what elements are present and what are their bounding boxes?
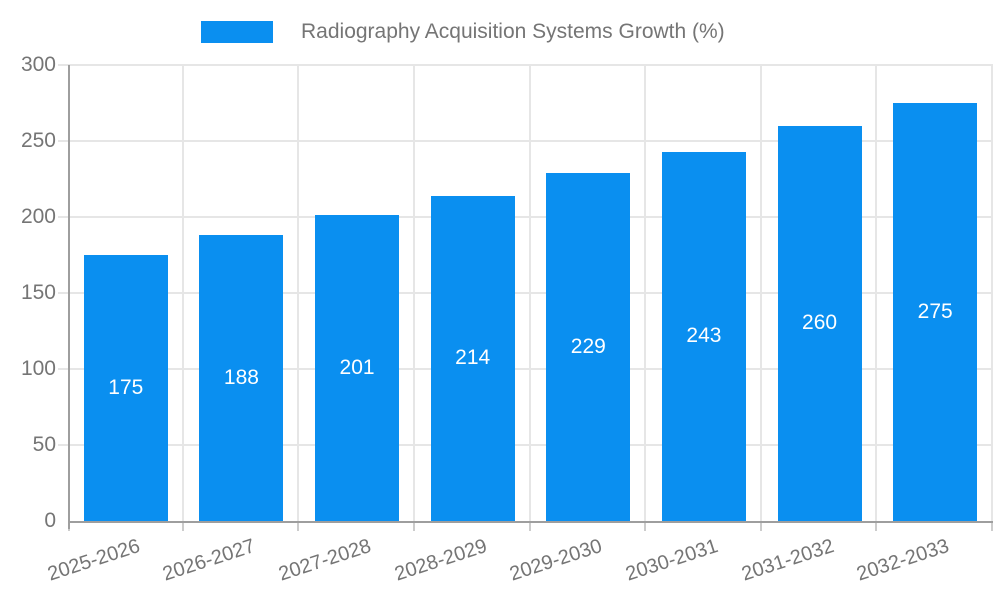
- y-tick-label: 0: [44, 509, 56, 532]
- x-tick: [759, 521, 762, 531]
- bar-value-label: 229: [570, 334, 606, 358]
- y-tick-label: 150: [20, 281, 56, 304]
- y-tick-label: 100: [20, 357, 56, 380]
- v-gridline: [875, 65, 878, 521]
- x-category-label: 2026-2027: [160, 535, 259, 586]
- x-category-label: 2025-2026: [44, 535, 143, 586]
- x-tick: [297, 521, 300, 531]
- y-axis-line: [68, 65, 70, 529]
- y-tick-label: 300: [20, 53, 56, 76]
- y-tick: [58, 140, 68, 142]
- h-gridline: [68, 444, 993, 446]
- bar-value-label: 175: [108, 376, 144, 399]
- v-gridline: [181, 65, 184, 521]
- x-axis-line: [68, 521, 993, 523]
- v-gridline: [991, 65, 993, 521]
- x-tick: [875, 521, 878, 531]
- x-axis: 2025-2026 2026-2027 2027-2028 2028-2029 2029…: [45, 531, 993, 600]
- h-gridline: [68, 368, 993, 370]
- bar: 275: [893, 103, 978, 521]
- y-tick-label: 50: [32, 433, 56, 456]
- h-gridline: [68, 64, 993, 66]
- x-tick: [991, 521, 993, 531]
- bar-value-label: 201: [339, 356, 375, 380]
- bar-value-label: 260: [802, 311, 838, 335]
- x-tick: [412, 521, 415, 531]
- bar-value-label: 275: [917, 300, 953, 323]
- x-tick: [644, 521, 647, 531]
- bar: 201: [315, 215, 400, 521]
- y-tick: [58, 64, 68, 66]
- bar-value-label: 243: [686, 324, 722, 348]
- bar: 229: [546, 172, 631, 521]
- bar-value-label: 188: [223, 366, 259, 390]
- h-gridline: [68, 140, 993, 142]
- y-tick: [58, 216, 68, 218]
- bar: 175: [83, 255, 168, 521]
- bar: 243: [661, 151, 746, 521]
- h-gridline: [68, 292, 993, 294]
- v-gridline: [644, 65, 647, 521]
- chart-legend: Radiography Acquisition Systems Growth (…: [201, 20, 725, 44]
- legend-swatch: [201, 21, 273, 43]
- y-tick: [58, 368, 68, 370]
- y-tick: [58, 444, 68, 446]
- y-tick-label: 250: [20, 129, 56, 152]
- x-category-label: 2028-2029: [391, 535, 490, 586]
- bar: 260: [777, 125, 862, 521]
- bar-value-label: 214: [455, 346, 491, 370]
- x-category-label: 2027-2028: [276, 535, 374, 586]
- plot-area: 175 188 201 214 229 243 260 275: [58, 64, 993, 531]
- x-tick: [528, 521, 531, 531]
- legend-label: Radiography Acquisition Systems Growth (…: [301, 20, 725, 43]
- y-tick-label: 200: [20, 205, 56, 228]
- x-tick: [181, 521, 184, 531]
- y-tick: [58, 292, 68, 294]
- h-gridline: [68, 216, 993, 218]
- v-gridline: [759, 65, 762, 521]
- v-gridline: [297, 65, 300, 521]
- x-category-label: 2032-2033: [854, 535, 952, 586]
- x-category-label: 2030-2031: [622, 535, 721, 586]
- x-category-label: 2029-2030: [507, 535, 606, 586]
- bar: 188: [199, 235, 284, 521]
- x-category-label: 2031-2032: [738, 535, 837, 586]
- v-gridline: [528, 65, 531, 521]
- y-axis: 0 50 100 150 200 250 300: [0, 53, 56, 532]
- v-gridline: [412, 65, 415, 521]
- bar: 214: [430, 195, 515, 521]
